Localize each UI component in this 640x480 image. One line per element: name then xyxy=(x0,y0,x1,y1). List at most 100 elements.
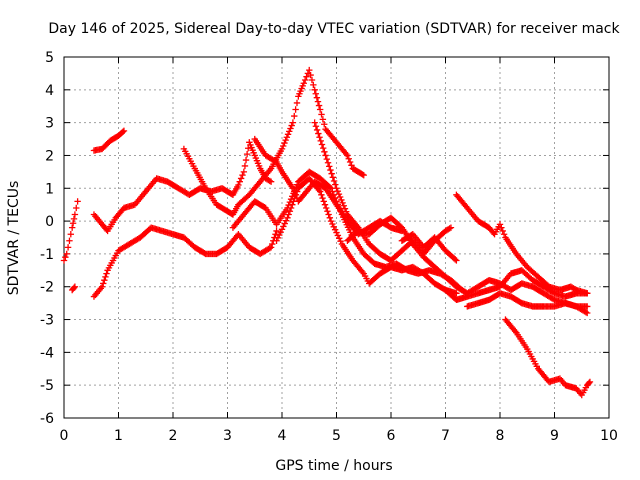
data-point-marker xyxy=(100,280,107,287)
data-point-marker xyxy=(321,201,329,208)
data-point-marker xyxy=(314,98,322,105)
data-point-marker xyxy=(453,257,460,264)
x-tick-label: 4 xyxy=(278,428,287,444)
data-point-marker xyxy=(289,201,296,208)
data-point-marker xyxy=(333,198,340,205)
data-point-marker xyxy=(286,128,293,135)
data-point-marker xyxy=(267,244,275,251)
data-point-marker xyxy=(285,211,292,218)
data-point-marker xyxy=(237,175,245,182)
data-point-marker xyxy=(287,125,294,132)
data-point-marker xyxy=(500,231,508,238)
data-point-marker xyxy=(346,158,354,166)
data-point-marker xyxy=(511,328,519,335)
data-point-marker xyxy=(98,283,106,290)
data-point-marker xyxy=(584,290,591,297)
x-tick-label: 7 xyxy=(441,428,450,444)
data-point-marker xyxy=(289,119,297,126)
data-point-marker xyxy=(266,244,273,252)
data-point-marker xyxy=(330,223,337,231)
x-tick-label: 8 xyxy=(496,428,505,444)
data-point-marker xyxy=(301,76,309,84)
data-point-marker xyxy=(69,220,77,227)
data-point-marker xyxy=(274,234,282,242)
data-point-marker xyxy=(74,198,81,205)
data-point-marker xyxy=(319,194,326,202)
x-tick-label: 6 xyxy=(387,428,396,444)
data-point-marker xyxy=(327,185,335,192)
data-point-marker xyxy=(585,379,593,387)
data-point-marker xyxy=(324,208,331,215)
data-point-marker xyxy=(315,186,323,194)
y-tick-label: -6 xyxy=(40,411,54,427)
data-point-marker xyxy=(288,122,295,129)
data-point-marker xyxy=(241,162,249,170)
data-point-marker xyxy=(308,76,316,84)
data-point-marker xyxy=(70,215,78,223)
data-point-marker xyxy=(334,187,341,195)
x-tick-label: 10 xyxy=(600,428,618,444)
data-point-marker xyxy=(235,181,242,189)
data-point-marker xyxy=(344,152,351,159)
data-point-marker xyxy=(341,205,349,212)
data-point-marker xyxy=(451,256,459,263)
series-track-i xyxy=(273,175,460,297)
data-point-marker xyxy=(336,204,343,212)
data-point-marker xyxy=(278,145,286,153)
data-point-marker xyxy=(324,159,332,166)
data-point-marker xyxy=(242,156,250,164)
data-point-marker xyxy=(329,220,336,228)
data-point-marker xyxy=(330,177,338,185)
data-point-marker xyxy=(318,141,326,148)
data-point-marker xyxy=(334,201,342,208)
series-track-o xyxy=(464,290,591,310)
data-point-marker xyxy=(283,134,291,141)
data-point-marker xyxy=(586,378,594,386)
data-point-marker xyxy=(64,244,72,251)
data-point-marker xyxy=(315,102,323,109)
data-point-marker xyxy=(342,150,350,158)
data-point-marker xyxy=(318,191,325,199)
y-tick-label: -5 xyxy=(40,378,54,394)
data-point-marker xyxy=(584,309,591,317)
series-track-c xyxy=(90,127,128,154)
data-point-marker xyxy=(327,217,335,225)
series-track-n xyxy=(442,267,591,304)
data-point-marker xyxy=(340,202,347,209)
data-point-marker xyxy=(332,181,339,188)
data-point-marker xyxy=(353,222,361,230)
data-point-marker xyxy=(318,111,325,118)
x-tick-label: 5 xyxy=(332,428,341,444)
data-point-marker xyxy=(103,270,110,277)
data-point-marker xyxy=(335,190,343,198)
chart-title: Day 146 of 2025, Sidereal Day-to-day VTE… xyxy=(48,21,620,37)
data-point-marker xyxy=(348,162,355,169)
data-point-marker xyxy=(316,134,323,141)
data-point-marker xyxy=(329,174,337,181)
series-track-h xyxy=(229,168,466,294)
data-point-marker xyxy=(312,90,319,97)
data-point-marker xyxy=(331,226,339,233)
data-point-marker xyxy=(313,126,321,134)
series-track-d xyxy=(90,224,280,300)
data-point-marker xyxy=(319,144,327,152)
y-tick-label: 5 xyxy=(45,50,54,66)
x-tick-label: 0 xyxy=(60,428,69,444)
data-point-marker xyxy=(278,226,286,233)
data-point-marker xyxy=(360,171,367,179)
data-point-marker xyxy=(359,171,366,178)
data-point-marker xyxy=(326,214,334,222)
data-point-marker xyxy=(339,199,346,207)
data-point-marker xyxy=(333,185,340,192)
data-point-marker xyxy=(68,224,76,231)
data-point-marker xyxy=(323,204,330,212)
data-point-marker xyxy=(292,106,299,113)
data-point-marker xyxy=(293,99,301,107)
series-track-f xyxy=(180,66,367,218)
data-point-marker xyxy=(326,183,334,191)
data-point-marker xyxy=(313,94,321,101)
data-point-marker xyxy=(119,128,127,136)
data-point-marker xyxy=(273,227,280,235)
data-point-marker xyxy=(293,188,301,195)
data-point-marker xyxy=(281,139,288,147)
